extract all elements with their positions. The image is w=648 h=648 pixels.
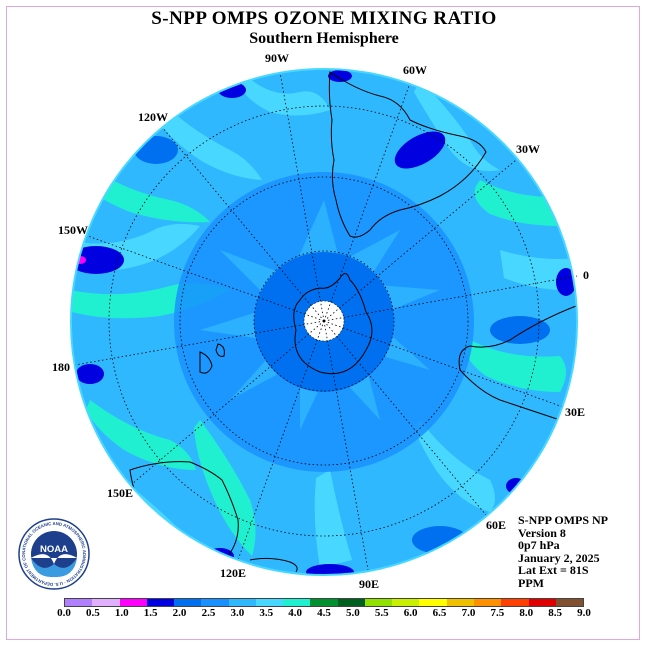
pole-circle [303,300,345,342]
band-turq-4 [465,340,566,392]
lon-label-120e: 120E [220,566,247,580]
colorbar-segment [446,599,474,606]
lon-label-30e: 30E [565,405,586,419]
map-title: S-NPP OMPS OZONE MIXING RATIO [151,8,497,29]
colorbar-segment [283,599,311,606]
colorbar-segment [310,599,338,606]
lon-label-30w: 30W [516,142,540,156]
colorbar-tick-label: 2.5 [201,607,216,619]
colorbar-segment [419,599,447,606]
band-cyan-7 [314,470,352,568]
blob-dark-4 [71,246,124,274]
colorbar-tick-label: 0.5 [86,607,100,619]
band-cyan-2 [150,100,262,180]
lon-label-60e: 60E [486,518,507,532]
colorbar-tick-label: 0.0 [57,607,71,619]
colorbar-segment [255,599,284,606]
colorbar-tick-label: 3.5 [259,607,274,619]
colorbar-segment [392,599,420,606]
lon-label-120w: 120W [138,110,168,124]
colorbar-tick-label: 2.0 [172,607,187,619]
colorbar-tick-label: 4.5 [317,607,331,619]
colorbar-tick-label: 7.5 [490,607,505,619]
lon-label-90w: 90W [265,51,289,65]
blob-dark-5 [76,364,104,384]
coast-islands [249,557,298,573]
lon-label-150e: 150E [107,486,134,500]
lon-label-0: 0 [583,268,589,282]
map-subtitle: Southern Hemisphere [249,30,399,47]
coast-antarctica [293,273,373,375]
colorbar-segment [528,599,556,606]
lon-label-90e: 90E [359,577,380,591]
lon-label-60w: 60W [403,63,427,77]
colorbar-segment [65,599,93,606]
blob-dark-3 [328,70,352,82]
latitude-circles [108,105,540,537]
lon-label-150w: 150W [58,223,88,237]
coast-nz-1 [199,351,213,374]
band-turq-5 [194,420,256,556]
meridian-30w [323,159,517,322]
colorbar-tick-label: 8.0 [519,607,534,619]
colorbar-tick-label: 6.5 [432,607,447,619]
blob-mid-2 [490,316,550,344]
coast-nz-2 [215,343,225,357]
blob-mid-3 [412,526,468,554]
info-level: 0p7 hPa [518,538,560,552]
band-turq-6 [86,400,196,470]
info-instrument: S-NPP OMPS NP [518,513,608,527]
band-cyan-6 [414,420,495,512]
colorbar-segment [364,599,393,606]
info-version: Version 8 [518,525,566,540]
colorbar-tick-label: 8.5 [548,607,562,619]
lat-circle-30 [108,105,540,537]
lat-circle-70 [253,250,395,392]
blob-dark-1 [394,131,446,169]
band-turq-3 [474,180,565,226]
colorbar-tick-label: 5.0 [346,607,360,619]
colorbar-segment [555,599,584,606]
blob-mid-1 [134,136,178,164]
image-frame [6,6,640,640]
colorbar-segment [228,599,256,606]
logo-text: NOAA [40,544,68,555]
colorbar-tick-label: 6.0 [403,607,418,619]
colorbar-segment [501,599,529,606]
colorbar-tick-label: 5.5 [374,607,389,619]
colorbar-segment [146,599,175,606]
colorbar-segment [92,599,120,606]
band-cyan-3 [236,70,330,116]
colorbar-tick-label: 7.0 [461,607,476,619]
coast-south-america [328,71,487,238]
colorbar-tick-label: 1.0 [114,607,129,619]
noaa-logo: NATIONAL OCEANIC AND ATMOSPHERIC ADMINIS… [18,518,90,590]
lon-label-180: 180 [52,360,70,374]
colorbar-tick-label: 4.0 [288,607,302,619]
band-turq-2 [80,160,210,223]
colorbar-segment [473,599,502,606]
colorbar [64,598,584,607]
colorbar-segment [201,599,229,606]
coast-africa [458,305,577,421]
meridians [74,71,578,571]
blob-dark-8 [306,564,354,575]
colorbar-segment [119,599,147,606]
colorbar-segment [174,599,202,606]
band-cyan-4 [414,80,500,172]
disk-border [70,68,578,576]
blob-dark-6 [556,268,576,296]
lat-circle-50 [179,176,469,466]
info-lat-ext: Lat Ext = 81S [518,563,589,577]
meridian-0 [323,275,578,322]
info-units: PPM [518,575,544,590]
info-date: January 2, 2025 [518,550,600,565]
colorbar-tick-label: 9.0 [577,607,591,619]
colorbar-segment [337,599,365,606]
colorbar-tick-label: 3.0 [230,607,245,619]
info-block: S-NPP OMPS NP Version 8 0p7 hPa January … [518,514,608,589]
colorbar-tick-label: 1.5 [143,607,158,619]
